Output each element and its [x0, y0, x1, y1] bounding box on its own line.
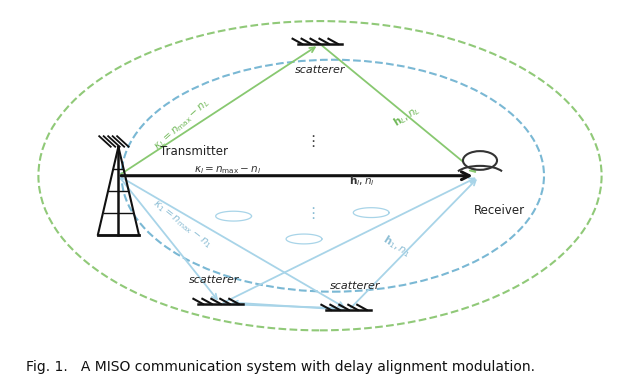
Text: scatterer: scatterer — [295, 65, 345, 75]
Text: $\kappa_l = n_{\max} - n_l$: $\kappa_l = n_{\max} - n_l$ — [194, 165, 260, 176]
Text: scatterer: scatterer — [189, 275, 239, 285]
Text: Transmitter: Transmitter — [160, 145, 228, 158]
Text: $\mathbf{h}_L, n_L$: $\mathbf{h}_L, n_L$ — [390, 102, 422, 129]
Text: $\vdots$: $\vdots$ — [305, 133, 316, 149]
Text: $\mathbf{h}_1, n_1$: $\mathbf{h}_1, n_1$ — [380, 232, 413, 260]
Text: $\kappa_L = n_{\max} - n_L$: $\kappa_L = n_{\max} - n_L$ — [152, 97, 212, 153]
Text: $\mathbf{h}_l, n_l$: $\mathbf{h}_l, n_l$ — [349, 174, 374, 188]
Circle shape — [463, 151, 497, 170]
Text: scatterer: scatterer — [330, 281, 380, 291]
Text: Receiver: Receiver — [474, 204, 525, 217]
Text: $\kappa_1 = n_{\max} - n_1$: $\kappa_1 = n_{\max} - n_1$ — [150, 198, 214, 252]
Text: $\vdots$: $\vdots$ — [305, 205, 316, 221]
Text: Fig. 1.   A MISO communication system with delay alignment modulation.: Fig. 1. A MISO communication system with… — [26, 360, 534, 374]
